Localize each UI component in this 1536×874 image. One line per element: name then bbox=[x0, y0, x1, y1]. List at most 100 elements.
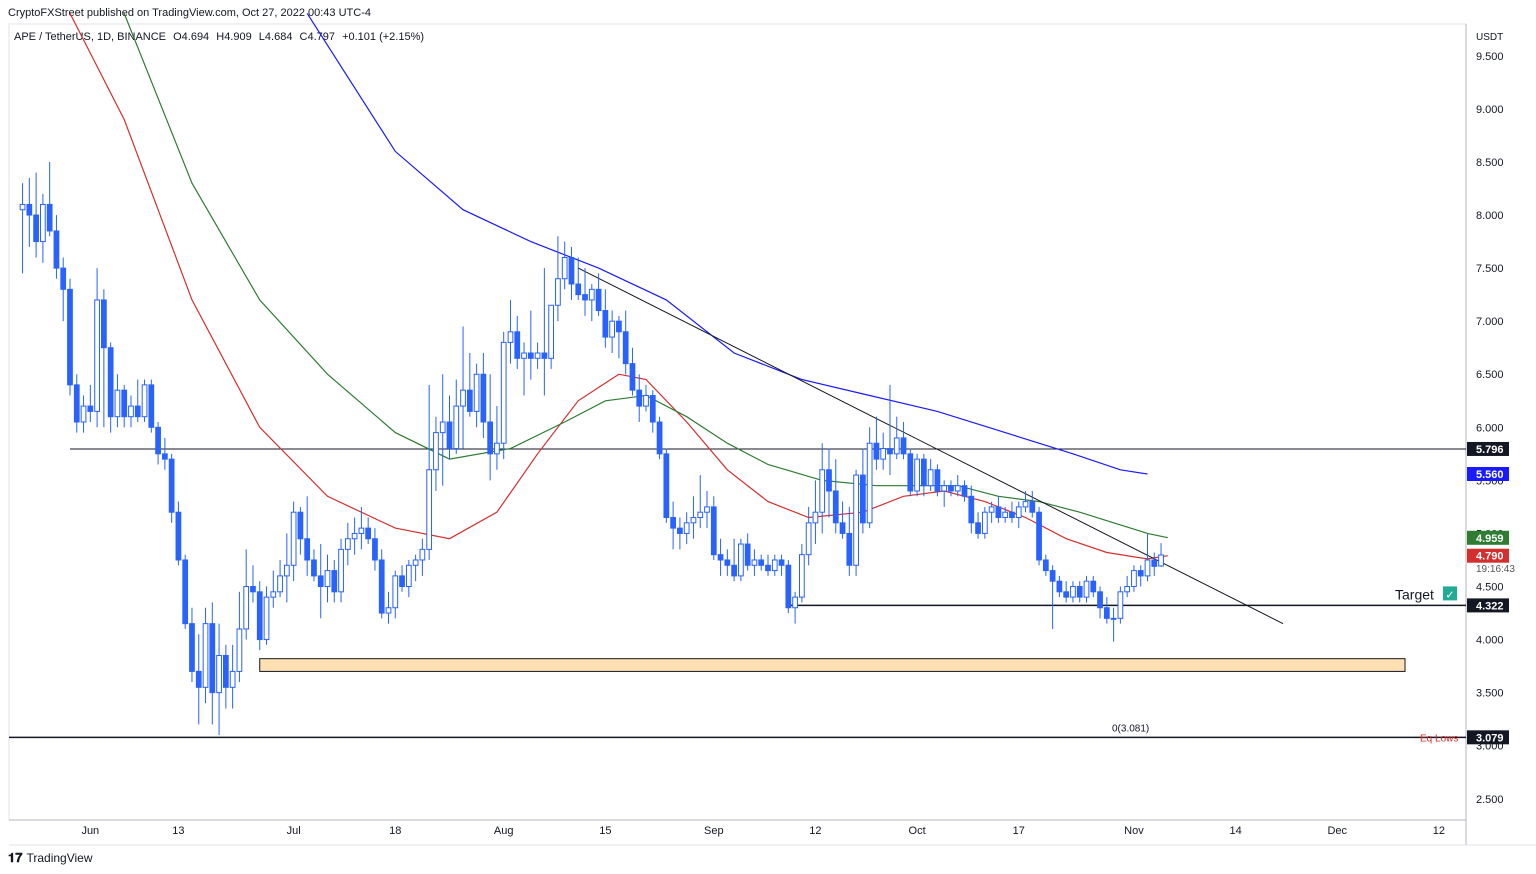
candle-body bbox=[1117, 591, 1124, 619]
candle-body bbox=[595, 288, 602, 312]
symbol-name[interactable]: APE / TetherUS, 1D, BINANCE bbox=[14, 31, 167, 43]
candle-body bbox=[229, 670, 236, 688]
x-tick-label: 17 bbox=[1013, 825, 1025, 837]
candle-body bbox=[799, 554, 805, 598]
price-label: 4.322 bbox=[1476, 600, 1504, 612]
candle-body bbox=[195, 670, 202, 688]
candle-body bbox=[439, 421, 446, 434]
candle-body bbox=[941, 485, 948, 492]
candle-body bbox=[290, 511, 297, 566]
candle-body bbox=[433, 432, 439, 471]
candle-body bbox=[934, 469, 941, 492]
x-tick-label: 13 bbox=[172, 825, 184, 837]
x-tick-label: Jun bbox=[81, 825, 99, 837]
candle-body bbox=[114, 389, 121, 418]
candle-body bbox=[832, 490, 839, 524]
tradingview-footer: 𝟏𝟕 TradingView bbox=[8, 850, 93, 866]
price-label: 5.560 bbox=[1476, 469, 1504, 481]
candle-body bbox=[616, 320, 622, 333]
candle-body bbox=[527, 352, 534, 359]
candle-body bbox=[344, 538, 351, 550]
currency-label: USDT bbox=[1476, 32, 1503, 43]
candle-body bbox=[521, 352, 527, 359]
candle-body bbox=[690, 517, 697, 524]
candle-body bbox=[1029, 501, 1036, 513]
candle-body bbox=[968, 495, 975, 524]
candle-body bbox=[1076, 586, 1083, 598]
candle-body bbox=[636, 389, 643, 407]
candle-body bbox=[643, 394, 649, 407]
x-tick-label: Sep bbox=[704, 825, 724, 837]
candle-body bbox=[304, 538, 311, 561]
candle-body bbox=[1015, 506, 1022, 519]
candle-body bbox=[107, 347, 114, 418]
candle-body bbox=[907, 453, 914, 492]
candle-body bbox=[141, 384, 148, 418]
price-label: 3.079 bbox=[1476, 732, 1504, 744]
candle-body bbox=[46, 203, 53, 232]
candle-body bbox=[751, 559, 758, 566]
candle-body bbox=[846, 532, 853, 566]
eq-lows-label: Eq Lows bbox=[1420, 733, 1458, 744]
ma-line-2 bbox=[306, 13, 1148, 475]
symbol-ohlc-line: APE / TetherUS, 1D, BINANCE O4.694 H4.90… bbox=[14, 31, 428, 43]
candle-body bbox=[561, 256, 568, 280]
candle-body bbox=[419, 548, 426, 561]
candle-body bbox=[812, 511, 819, 524]
candle-body bbox=[182, 559, 189, 625]
candle-body bbox=[209, 623, 216, 694]
candle-body bbox=[372, 538, 378, 561]
candle-body bbox=[412, 559, 419, 566]
candle-body bbox=[1063, 591, 1070, 598]
x-tick-label: 18 bbox=[389, 825, 401, 837]
candle-body bbox=[1049, 570, 1056, 582]
candle-body bbox=[324, 570, 331, 588]
candle-body bbox=[19, 203, 26, 211]
candle-body bbox=[995, 506, 1002, 519]
candle-body bbox=[649, 394, 656, 423]
x-tick-label: 15 bbox=[599, 825, 611, 837]
target-label: Target bbox=[1395, 586, 1434, 602]
candle-body bbox=[948, 485, 954, 492]
candle-body bbox=[1131, 570, 1137, 588]
candle-body bbox=[920, 458, 927, 487]
candle-body bbox=[1083, 580, 1090, 598]
candle-body bbox=[717, 554, 724, 561]
x-tick-label: 14 bbox=[1229, 825, 1241, 837]
candle-body bbox=[1124, 586, 1131, 593]
publisher-caption: CryptoFXStreet published on TradingView.… bbox=[8, 7, 371, 19]
candle-body bbox=[1144, 559, 1151, 577]
candle-body bbox=[121, 389, 128, 418]
candle-body bbox=[446, 421, 453, 450]
candle-body bbox=[1056, 580, 1063, 593]
y-tick-label: 8.500 bbox=[1476, 157, 1504, 169]
candle-body bbox=[487, 421, 494, 455]
candle-body bbox=[80, 405, 87, 423]
candle-body bbox=[914, 458, 920, 492]
candle-body bbox=[311, 559, 317, 577]
y-tick-label: 6.500 bbox=[1476, 369, 1504, 381]
high-value: H4.909 bbox=[216, 31, 252, 43]
y-tick-label: 6.000 bbox=[1476, 422, 1504, 434]
candle-body bbox=[1110, 617, 1117, 620]
price-label-bg bbox=[1467, 598, 1509, 613]
candle-body bbox=[128, 405, 134, 418]
candle-body bbox=[385, 607, 392, 614]
x-tick-label: Nov bbox=[1124, 825, 1144, 837]
candle-body bbox=[866, 442, 873, 524]
candle-body bbox=[954, 485, 961, 492]
candle-body bbox=[53, 230, 60, 269]
candle-body bbox=[771, 559, 778, 572]
candle-body bbox=[73, 384, 80, 423]
candle-body bbox=[175, 511, 182, 561]
candle-body bbox=[1097, 591, 1103, 609]
candle-body bbox=[277, 575, 283, 593]
candle-body bbox=[1036, 511, 1042, 561]
candle-body bbox=[94, 299, 100, 412]
candle-body bbox=[819, 469, 826, 513]
check-glyph: ✓ bbox=[1445, 588, 1454, 601]
candle-body bbox=[399, 575, 405, 588]
candle-body bbox=[792, 596, 798, 609]
open-value: O4.694 bbox=[173, 31, 210, 43]
